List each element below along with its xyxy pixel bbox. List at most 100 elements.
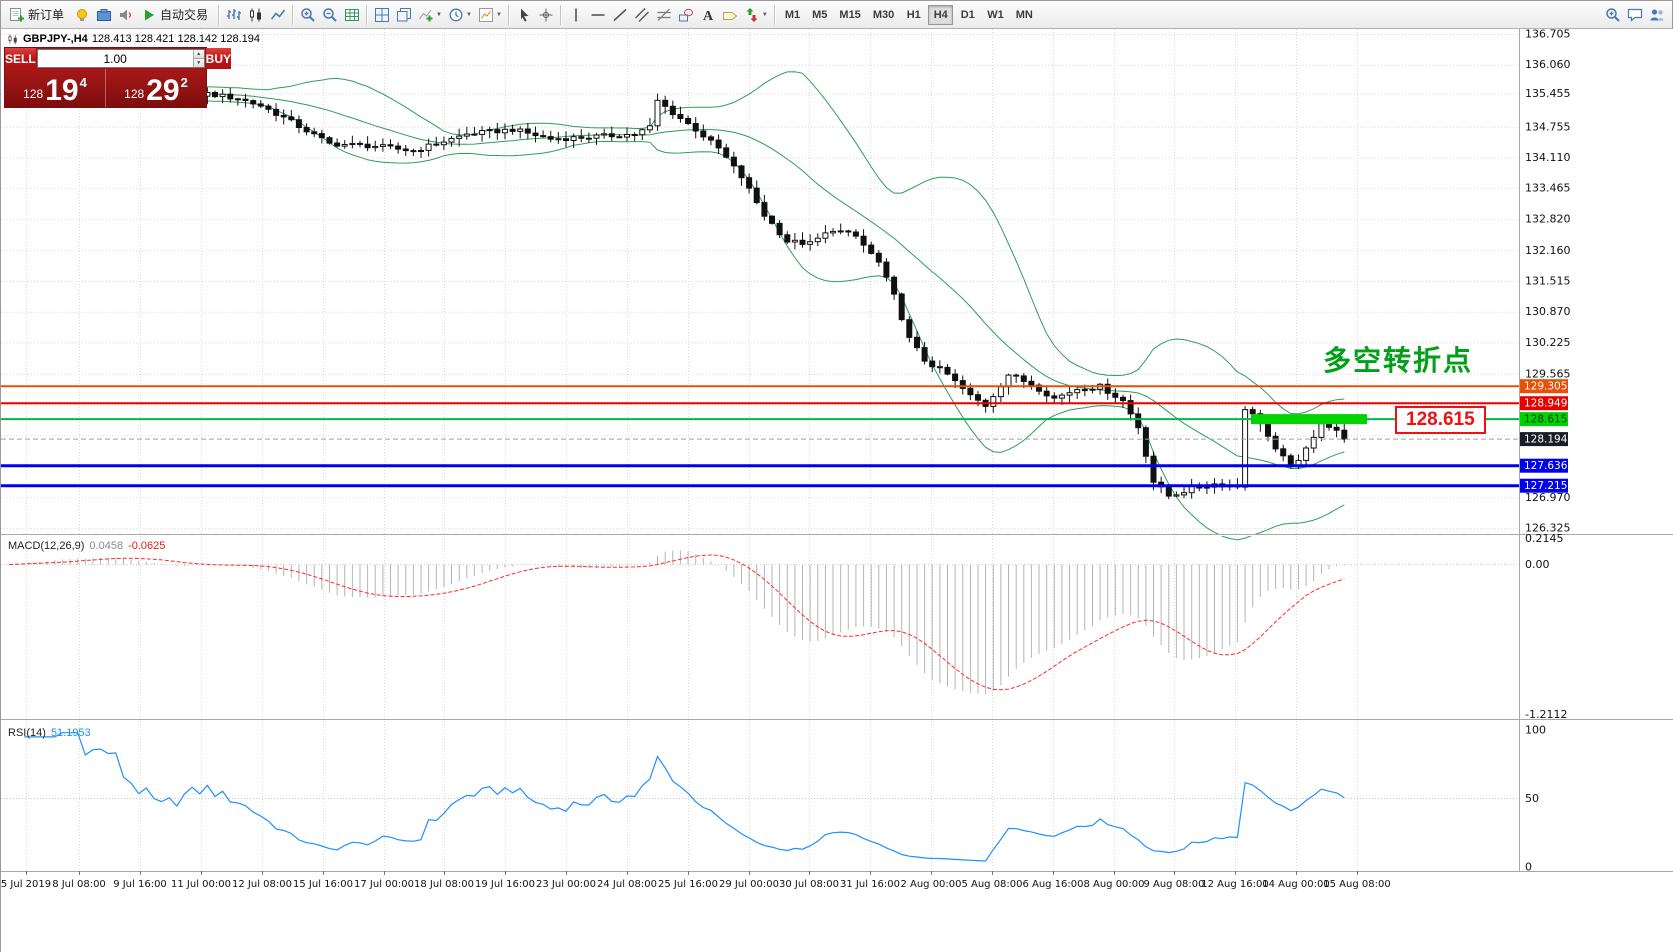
grid-button[interactable] (341, 3, 363, 27)
macd-name: MACD(12,26,9) (8, 540, 85, 552)
axis-label: 18 Jul 08:00 (414, 879, 474, 890)
time-axis: 5 Jul 2019 8 Jul 08:00 9 Jul 16:00 11 Jul 0… (1, 871, 1391, 890)
tile-windows-button[interactable] (371, 3, 393, 27)
rsi-line (24, 732, 1345, 862)
price-axis: 136.705 136.060 135.455 134.755 134.110 133.4… (1520, 29, 1571, 874)
zoom-out-button[interactable] (319, 3, 341, 27)
crosshair-button[interactable] (535, 3, 557, 27)
axis-label: 133.465 (1525, 182, 1571, 195)
chat-button[interactable] (1624, 3, 1646, 27)
axis-label: 136.060 (1525, 58, 1571, 71)
timeframe-m15-button[interactable]: M15 (839, 8, 861, 21)
profiles-button[interactable] (93, 3, 115, 27)
cursor-icon (516, 7, 532, 23)
periods-button[interactable]: ▼ (445, 3, 475, 27)
toolbar: 新订单 自动交易 ▼ ▼ ▼ A ▼ M1 M5 M15 M30 H1 H4 D1 W1 MN (1, 1, 1672, 29)
quantity-input[interactable] (37, 50, 193, 67)
chart-area[interactable]: 136.705 136.060 135.455 134.755 134.110 133.4… (1, 29, 1673, 952)
toolbar-right-group (1602, 3, 1668, 27)
chart-lamp-button[interactable] (71, 3, 93, 27)
price-badge (1520, 396, 1568, 411)
lamp-icon (74, 7, 90, 23)
price-badge (1520, 412, 1568, 427)
toolbar-separator (773, 4, 776, 25)
sell-button[interactable]: SELL (5, 48, 36, 69)
rsi-value: 51.1953 (50, 727, 91, 739)
highlight-zone[interactable] (1251, 414, 1367, 425)
buy-button[interactable]: BUY (205, 48, 232, 69)
macd-signal-value: -0.0625 (128, 540, 166, 552)
ask-pip-digit: 2 (180, 75, 188, 90)
arrows-icon (744, 7, 760, 23)
templates-button[interactable]: ▼ (475, 3, 505, 27)
axis-label: 14 Aug 00:00 (1262, 879, 1329, 890)
new-order-button[interactable]: 新订单 (5, 3, 71, 27)
candlesticks-button[interactable] (245, 3, 267, 27)
axis-label: 126.970 (1525, 491, 1571, 504)
timeframe-h1-button[interactable]: H1 (906, 8, 921, 21)
axis-label: 12 Aug 16:00 (1201, 879, 1268, 890)
trendline-button[interactable] (609, 3, 631, 27)
bollinger-upper (8, 71, 1345, 415)
vertical-line-button[interactable] (565, 3, 587, 27)
timeframe-m30-button[interactable]: M30 (872, 8, 895, 21)
timeframe-m1-button[interactable]: M1 (784, 8, 801, 21)
zoom-in-button[interactable] (297, 3, 319, 27)
indicators-button[interactable]: ▼ (415, 3, 445, 27)
timeframe-w1-button[interactable]: W1 (987, 8, 1004, 21)
timeframe-h4-button[interactable]: H4 (928, 4, 954, 25)
cursor-button[interactable] (513, 3, 535, 27)
axis-label: 136.705 (1525, 29, 1571, 40)
line-chart-button[interactable] (267, 3, 289, 27)
toolbar-separator (559, 4, 562, 25)
cascade-windows-button[interactable] (393, 3, 415, 27)
axis-label: 129.565 (1525, 367, 1571, 380)
quantity-down-button[interactable]: ▼ (193, 58, 204, 67)
horizontal-level-lines[interactable] (1, 385, 1519, 488)
toolbar-separator (366, 4, 369, 25)
timeframe-mn-button[interactable]: MN (1015, 8, 1033, 21)
axis-label: 25 Jul 16:00 (658, 879, 718, 890)
axis-label: 6 Aug 16:00 (1022, 879, 1083, 890)
profiles-icon (96, 7, 112, 23)
text-button[interactable]: A (697, 3, 719, 27)
axis-label: 30 Jul 08:00 (779, 879, 839, 890)
alerts-button[interactable] (115, 3, 137, 27)
linechart-icon (270, 7, 286, 23)
bid-price[interactable]: 128 19 4 (5, 69, 105, 107)
macd-main-value: 0.0458 (89, 540, 124, 552)
quick-search-button[interactable] (1602, 3, 1624, 27)
arrows-button[interactable]: ▼ (741, 3, 771, 27)
sound-icon (118, 7, 134, 23)
autotrading-button[interactable]: 自动交易 (137, 3, 215, 27)
shapes-button[interactable] (675, 3, 697, 27)
axis-label: 23 Jul 00:00 (536, 879, 596, 890)
timeframe-m5-button[interactable]: M5 (812, 8, 828, 21)
rsi-indicator-label: RSI(14) 51.1953 (8, 727, 91, 739)
ask-price[interactable]: 128 29 2 (106, 69, 206, 107)
ask-prefix: 128 (124, 87, 145, 101)
fibonacci-button[interactable] (653, 3, 675, 27)
horizontal-line-button[interactable] (587, 3, 609, 27)
clock-icon (448, 7, 464, 23)
axis-label: 24 Jul 08:00 (597, 879, 657, 890)
community-button[interactable] (1646, 3, 1668, 27)
bars-button[interactable] (223, 3, 245, 27)
bollinger-lower (8, 98, 1345, 541)
text-label-button[interactable] (719, 3, 741, 27)
timeframe-d1-button[interactable]: D1 (960, 8, 975, 21)
axis-label: 132.820 (1525, 212, 1571, 225)
axis-label: 50 (1525, 792, 1539, 805)
chart-canvas[interactable]: 136.705 136.060 135.455 134.755 134.110 133.4… (1, 29, 1673, 952)
play-icon (141, 7, 157, 23)
level-price-label[interactable]: 128.615 (1395, 406, 1486, 434)
macd-indicator-label: MACD(12,26,9) 0.0458 -0.0625 (8, 540, 165, 552)
channel-button[interactable] (631, 3, 653, 27)
crosshair-icon (538, 7, 554, 23)
vline-icon (568, 7, 584, 23)
quantity-up-button[interactable]: ▲ (193, 50, 204, 58)
axis-label: 135.455 (1525, 87, 1571, 100)
axis-label: 5 Aug 08:00 (961, 879, 1022, 890)
bollinger-bands (8, 71, 1345, 541)
